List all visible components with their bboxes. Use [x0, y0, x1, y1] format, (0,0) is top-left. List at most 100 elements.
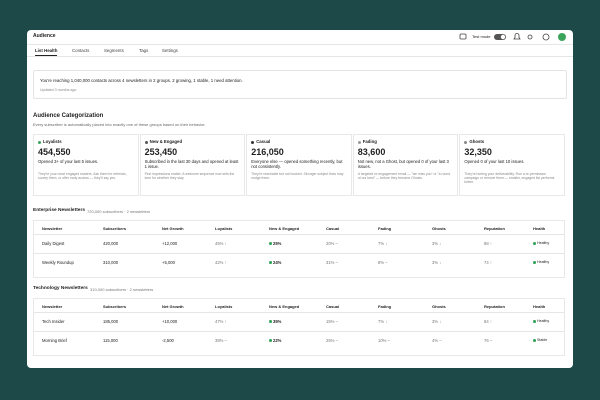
card-name: Casual — [256, 139, 271, 144]
table-cell: +12,000 — [162, 241, 178, 246]
status-dot — [533, 320, 536, 323]
section-subtitle: Every subscriber is automatically placed… — [33, 122, 206, 127]
category-card — [139, 134, 246, 196]
tab[interactable]: Settings — [162, 48, 178, 53]
table-cell: 76 – — [484, 338, 493, 343]
card-name: Loyalists — [43, 139, 62, 144]
category-card — [246, 134, 352, 196]
table-cell: 115,000 — [103, 338, 118, 343]
card-dot — [357, 140, 361, 144]
card-dot — [251, 140, 255, 144]
tab[interactable]: Segments — [104, 48, 124, 53]
table-cell: 25% — [273, 241, 282, 246]
table-cell: 20% – — [326, 241, 338, 246]
updated-text: Updated 3 months ago — [40, 88, 77, 92]
column-header: Subscribers — [103, 226, 127, 231]
status-dot — [533, 339, 536, 342]
table-cell: 3% ↓ — [432, 260, 442, 265]
card-desc: Subscribed in the last 30 days and opene… — [144, 159, 239, 170]
column-header: Health — [533, 226, 546, 231]
card-name: Fading — [362, 139, 377, 144]
column-header: Loyalists — [215, 304, 233, 309]
category-card — [459, 134, 565, 196]
column-header: Net Growth — [162, 226, 184, 231]
table-cell: Healthy — [537, 241, 550, 245]
category-card — [352, 134, 459, 196]
card-note: A targeted re-engagement email — "we mis… — [357, 172, 451, 181]
column-header: Newsletter — [42, 304, 63, 309]
table-cell: 420,000 — [103, 241, 119, 246]
table-cell: 7% ↓ — [378, 241, 388, 246]
column-header: Ghosts — [432, 304, 446, 309]
table-cell: +10,000 — [162, 319, 178, 324]
column-header: Reputation — [484, 304, 505, 309]
card-note: They're hurting your deliverability. Run… — [464, 172, 555, 185]
group-title: Enterprise Newsletters — [33, 208, 85, 213]
status-dot — [269, 261, 272, 264]
table-cell: Healthy — [537, 319, 550, 323]
card-desc: Opened 3+ of your last 5 issues. — [38, 159, 99, 164]
table-cell: 31% – — [326, 260, 338, 265]
table-cell: 38% – — [215, 338, 227, 343]
table-cell: 8% – — [378, 260, 388, 265]
column-header: Fading — [378, 304, 392, 309]
newsletter-name[interactable]: Morning Brief — [42, 338, 67, 343]
table-cell: 42% ↑ — [215, 260, 227, 265]
card-value: 454,550 — [38, 147, 71, 157]
card-dot — [144, 140, 148, 144]
table-cell: 185,000 — [103, 319, 119, 324]
column-header: Casual — [326, 226, 340, 231]
card-value: 32,350 — [464, 147, 492, 157]
section-title: Audience Categorization — [33, 113, 104, 119]
table-cell: 15% – — [326, 319, 338, 324]
table-cell: 4% – — [432, 338, 442, 343]
app-window: Audience Test mode You're reaching 1,040… — [27, 30, 573, 368]
column-header: Fading — [378, 226, 392, 231]
column-header: Loyalists — [215, 226, 233, 231]
card-desc: Not new, not a Ghost, but opened 0 of yo… — [357, 159, 449, 170]
column-header: Subscribers — [103, 304, 127, 309]
tab[interactable]: List Health — [35, 48, 58, 53]
tab[interactable]: Tags — [139, 48, 149, 53]
newsletter-name[interactable]: Weekly Roundup — [42, 260, 74, 265]
tab[interactable]: Contacts — [72, 48, 90, 53]
newsletter-name[interactable]: Tech Insider — [42, 319, 65, 324]
row-rule — [33, 331, 565, 332]
status-dot — [269, 339, 272, 342]
card-note: They're reachable but not hooked. Strong… — [251, 172, 344, 181]
table-cell: 35% — [273, 319, 282, 324]
card-name: Ghosts — [469, 139, 485, 144]
table-cell: 74 ↑ — [484, 260, 492, 265]
table-frame — [33, 298, 565, 356]
column-header: Casual — [326, 304, 340, 309]
table-cell: 25% – — [326, 338, 338, 343]
tab-underline — [35, 55, 57, 56]
table-cell: 22% — [273, 338, 282, 343]
status-dot — [533, 242, 536, 245]
card-dot — [38, 140, 41, 144]
column-header: Net Growth — [162, 304, 184, 309]
table-cell: 47% ↑ — [215, 319, 227, 324]
group-title: Technology Newsletters — [33, 286, 88, 291]
card-desc: Everyone else — opened something recentl… — [251, 159, 343, 170]
card-desc: Opened 0 of your last 10 issues. — [464, 159, 525, 164]
table-cell: +5,000 — [162, 260, 175, 265]
newsletter-name[interactable]: Daily Digest — [42, 241, 65, 246]
row-rule — [33, 253, 565, 254]
summary-box: You're reaching 1,040,000 contacts acros… — [33, 70, 567, 99]
column-header: New & Engaged — [269, 304, 300, 309]
column-header: Ghosts — [432, 226, 446, 231]
table-cell: 24% — [273, 260, 282, 265]
card-note: First impressions matter. A welcome sequ… — [144, 172, 235, 181]
table-cell: 310,000 — [103, 260, 119, 265]
card-name: New & Engaged — [149, 139, 183, 144]
table-cell: 10% – — [378, 338, 390, 343]
table-frame — [33, 220, 565, 278]
table-cell: 3% ↓ — [432, 319, 442, 324]
table-cell: 84 ↑ — [484, 319, 492, 324]
card-dot — [464, 140, 468, 144]
summary-text: You're reaching 1,040,000 contacts acros… — [40, 78, 243, 83]
table-cell: 45% ↑ — [215, 241, 227, 246]
column-header: New & Engaged — [269, 226, 300, 231]
app-title: Audience — [33, 33, 56, 39]
